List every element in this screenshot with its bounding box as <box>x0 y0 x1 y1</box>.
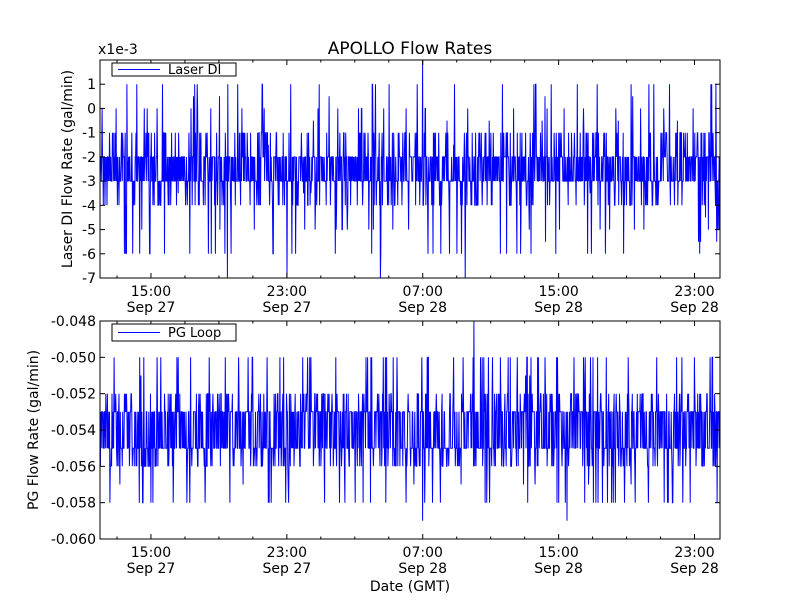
laser-di-y-offset-label: x1e-3 <box>98 42 138 58</box>
pg-loop-y-tick-label: -0.056 <box>51 459 96 475</box>
pg-loop-x-tick-time: 07:00 <box>403 545 443 561</box>
pg-loop-series-line <box>99 320 721 521</box>
pg-loop-x-tick-date: Sep 28 <box>534 561 583 577</box>
laser-di-y-tick-label: -7 <box>82 271 96 287</box>
laser-di-legend: Laser DI <box>111 62 237 78</box>
laser-di-x-tick-date: Sep 27 <box>263 300 312 316</box>
x-axis-label: Date (GMT) <box>370 579 450 595</box>
laser-di-x-tick-time: 15:00 <box>538 284 578 300</box>
laser-di-x-tick-date: Sep 27 <box>127 300 176 316</box>
laser-di-y-tick-label: -1 <box>82 126 96 142</box>
pg-loop-panel: -0.048 -0.050 -0.052 -0.054 -0.056 -0.058 -0.0… <box>26 314 721 577</box>
pg-loop-x-tick-time: 15:00 <box>538 545 578 561</box>
pg-loop-y-tick-label: -0.052 <box>51 387 96 403</box>
laser-di-plot-lines <box>100 59 721 279</box>
laser-di-legend-label: Laser DI <box>168 63 221 78</box>
pg-loop-x-tick-date: Sep 27 <box>263 561 312 577</box>
pg-loop-plot-lines <box>99 320 721 521</box>
pg-loop-x-tick-date: Sep 28 <box>398 561 447 577</box>
laser-di-y-tick-label: -5 <box>82 223 96 239</box>
laser-di-x-tick-time: 23:00 <box>674 284 714 300</box>
laser-di-y-ticks: 1 0 -1 -2 -3 -4 -5 -6 -7 <box>82 77 720 287</box>
pg-loop-legend: PG Loop <box>111 323 237 342</box>
laser-di-y-tick-label: 0 <box>87 101 96 117</box>
laser-di-y-tick-label: -4 <box>82 198 96 214</box>
laser-di-y-axis-label: Laser DI Flow Rate (gal/min) <box>60 70 76 268</box>
pg-loop-y-axis-label: PG Flow Rate (gal/min) <box>26 350 42 510</box>
pg-loop-y-ticks: -0.048 -0.050 -0.052 -0.054 -0.056 -0.058 -0.0… <box>51 314 720 548</box>
pg-loop-y-tick-label: -0.054 <box>51 423 96 439</box>
laser-di-x-tick-time: 07:00 <box>403 284 443 300</box>
laser-di-series-line <box>100 59 721 279</box>
pg-loop-x-tick-date: Sep 28 <box>670 561 719 577</box>
pg-loop-x-tick-time: 15:00 <box>131 545 171 561</box>
pg-loop-y-tick-label: -0.050 <box>51 350 96 366</box>
laser-di-axes-frame <box>99 59 721 279</box>
laser-di-legend-box <box>111 62 237 77</box>
pg-loop-legend-label: PG Loop <box>168 326 221 341</box>
pg-loop-y-tick-label: -0.048 <box>51 314 96 330</box>
pg-loop-x-tick-date: Sep 27 <box>127 561 176 577</box>
laser-di-x-tick-date: Sep 28 <box>670 300 719 316</box>
laser-di-y-tick-label: -6 <box>82 247 96 263</box>
pg-loop-legend-box <box>111 323 237 342</box>
laser-di-y-tick-label: -2 <box>82 150 96 166</box>
laser-di-x-tick-time: 15:00 <box>131 284 171 300</box>
chart-title: APOLLO Flow Rates <box>328 39 493 59</box>
pg-loop-y-tick-label: -0.060 <box>51 532 96 548</box>
pg-loop-x-tick-time: 23:00 <box>674 545 714 561</box>
laser-di-x-tick-date: Sep 28 <box>398 300 447 316</box>
laser-di-y-tick-label: -3 <box>82 174 96 190</box>
pg-loop-y-tick-label: -0.058 <box>51 496 96 512</box>
laser-di-x-tick-date: Sep 28 <box>534 300 583 316</box>
laser-di-y-tick-label: 1 <box>87 77 96 93</box>
laser-di-x-tick-time: 23:00 <box>267 284 307 300</box>
pg-loop-x-tick-time: 23:00 <box>267 545 307 561</box>
